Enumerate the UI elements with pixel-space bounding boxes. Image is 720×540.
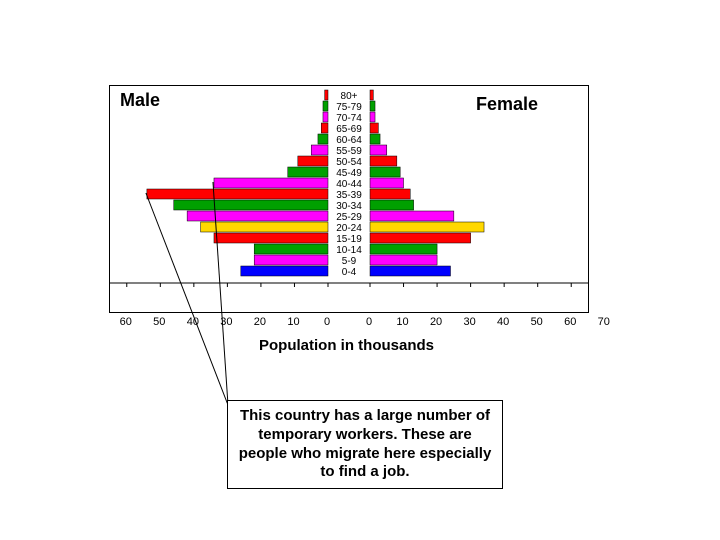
svg-text:40-44: 40-44 [336,179,362,190]
pyramid-svg: 80+75-7970-7465-6960-6455-5950-5445-4940… [110,86,588,312]
svg-text:75-79: 75-79 [336,102,362,113]
population-pyramid-chart: 80+75-7970-7465-6960-6455-5950-5445-4940… [109,85,589,313]
svg-text:10-14: 10-14 [336,245,362,256]
svg-text:30-34: 30-34 [336,201,362,212]
svg-text:80+: 80+ [341,91,358,102]
svg-text:65-69: 65-69 [336,124,362,135]
svg-text:25-29: 25-29 [336,212,362,223]
svg-text:35-39: 35-39 [336,190,362,201]
svg-text:0-4: 0-4 [342,267,357,278]
xaxis-ticks: 6050403020100010203040506070 [109,316,587,334]
svg-text:5-9: 5-9 [342,256,357,267]
svg-text:45-49: 45-49 [336,168,362,179]
svg-text:20-24: 20-24 [336,223,362,234]
svg-text:50-54: 50-54 [336,157,362,168]
xaxis-label: Population in thousands [259,337,434,354]
svg-text:15-19: 15-19 [336,234,362,245]
svg-text:55-59: 55-59 [336,146,362,157]
svg-text:60-64: 60-64 [336,135,362,146]
caption-box: This country has a large number of tempo… [227,400,503,489]
svg-text:70-74: 70-74 [336,113,362,124]
